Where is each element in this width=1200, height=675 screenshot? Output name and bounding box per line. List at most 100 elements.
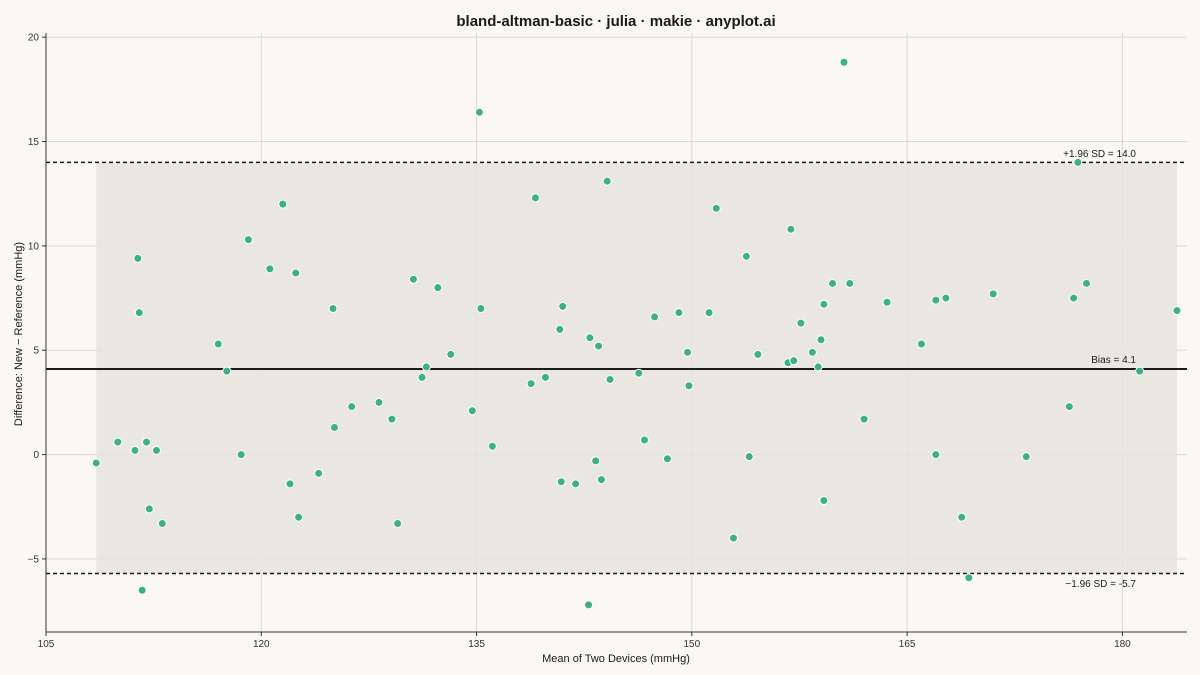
data-point [807,347,817,357]
tick-labels: 105 120 135 150 165 180 −5 0 5 10 15 20 [28,33,1132,650]
data-point [1172,306,1182,316]
data-point [711,203,721,213]
data-point [133,253,143,263]
data-point [417,372,427,382]
data-point [556,477,566,487]
y-axis-label: Difference: New − Reference (mmHg) [13,242,25,426]
data-point [555,324,565,334]
data-point [285,479,295,489]
data-point [964,573,974,583]
data-points [91,57,1182,610]
x-tick-label: 150 [684,639,701,650]
data-point [1135,366,1145,376]
data-point [845,278,855,288]
data-point [467,406,477,416]
data-point [813,362,823,372]
data-point [819,496,829,506]
data-point [602,176,612,186]
data-point [859,414,869,424]
data-point [530,193,540,203]
data-point [236,450,246,460]
x-tick-label: 105 [38,639,55,650]
data-point [291,268,301,278]
data-point [294,512,304,522]
data-point [786,224,796,234]
data-point [639,435,649,445]
data-point [585,333,595,343]
data-point [265,264,275,274]
data-point [144,504,154,514]
bias-label: Bias = 4.1 [1091,355,1136,366]
x-tick-label: 120 [253,639,270,650]
data-point [828,278,838,288]
data-point [374,397,384,407]
data-point [314,468,324,478]
data-point [558,301,568,311]
y-tick-label: 0 [33,450,39,461]
data-point [605,374,615,384]
data-point [157,518,167,528]
y-tick-label: 5 [33,346,39,357]
data-point [91,458,101,468]
data-point [408,274,418,284]
data-point [704,308,714,318]
data-point [684,381,694,391]
x-axis-label: Mean of Two Devices (mmHg) [542,653,690,665]
data-point [753,349,763,359]
data-point [328,303,338,313]
limits-band-layer [96,162,1177,574]
data-point [916,339,926,349]
reference-lines [46,161,1187,575]
data-point [141,437,151,447]
data-point [278,199,288,209]
data-point [634,368,644,378]
data-point [487,441,497,451]
data-point [130,445,140,455]
data-point [728,533,738,543]
data-point [446,349,456,359]
data-point [594,341,604,351]
data-point [393,518,403,528]
data-point [1069,293,1079,303]
lower-loa-label: −1.96 SD = -5.7 [1065,579,1136,590]
data-point [662,454,672,464]
data-point [433,283,443,293]
data-point [744,452,754,462]
y-tick-label: −5 [28,554,40,565]
data-point [882,297,892,307]
data-point [819,299,829,309]
chart-title: bland-altman-basic · julia · makie · any… [456,13,775,30]
data-point [789,356,799,366]
data-point [1073,157,1083,167]
data-point [931,295,941,305]
data-point [421,362,431,372]
data-point [134,308,144,318]
y-tick-label: 15 [28,137,40,148]
data-point [1021,452,1031,462]
data-point [213,339,223,349]
data-point [988,289,998,299]
data-point [796,318,806,328]
data-point [1082,278,1092,288]
data-point [387,414,397,424]
x-tick-label: 135 [468,639,485,650]
data-point [347,402,357,412]
x-tick-label: 180 [1114,639,1131,650]
data-point [1064,402,1074,412]
agreement-band [96,162,1177,574]
upper-loa-label: +1.96 SD = 14.0 [1063,149,1136,160]
data-point [222,366,232,376]
data-point [540,372,550,382]
data-point [683,347,693,357]
data-point [584,600,594,610]
y-tick-label: 10 [28,241,40,252]
y-tick-label: 20 [28,33,40,44]
x-tick-label: 165 [899,639,916,650]
data-point [650,312,660,322]
data-point [941,293,951,303]
data-point [243,235,253,245]
data-point [152,445,162,455]
data-point [816,335,826,345]
data-point [329,422,339,432]
